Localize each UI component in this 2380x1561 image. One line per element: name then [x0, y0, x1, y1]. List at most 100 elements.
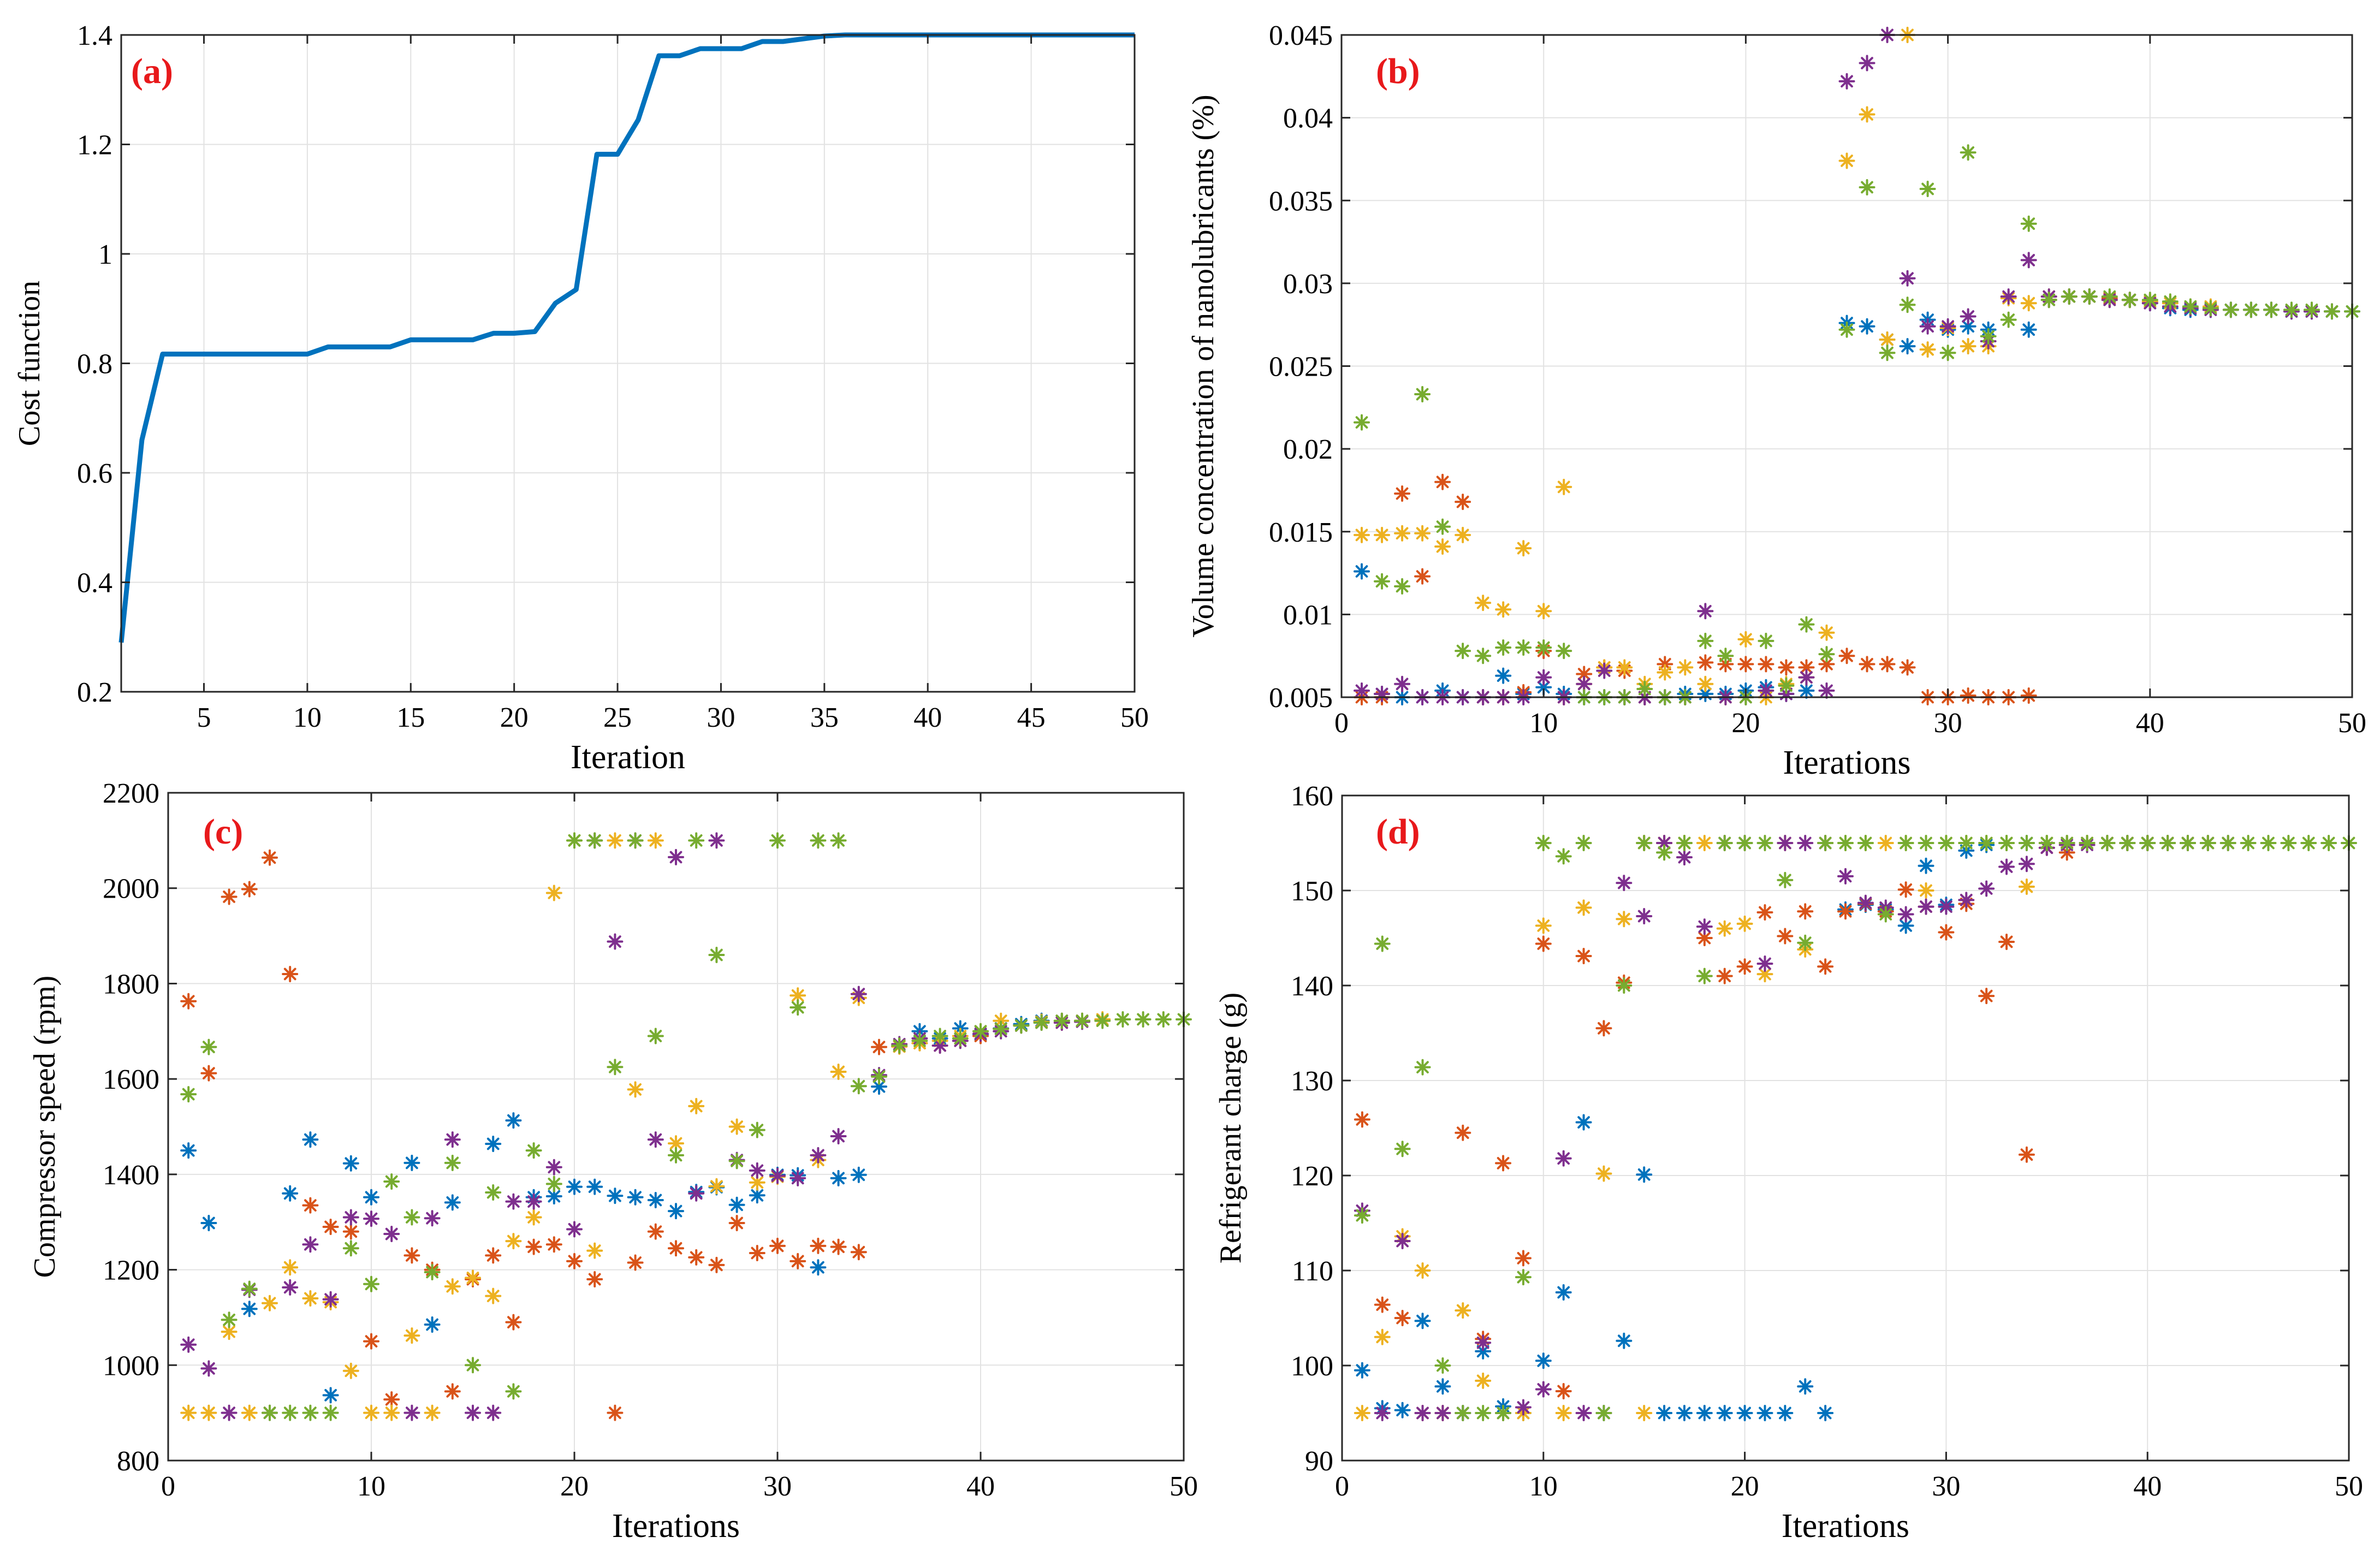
y-tick-label: 0.02: [1283, 434, 1333, 465]
point-green: [2079, 835, 2096, 851]
point-purple: [525, 1193, 542, 1210]
point-orange: [1515, 1250, 1532, 1267]
gridlines: [121, 35, 1135, 692]
point-orange: [1455, 1124, 1471, 1141]
point-green: [424, 1263, 441, 1280]
point-purple: [282, 1279, 299, 1296]
x-tick-label: 20: [500, 702, 529, 733]
y-tick-label: 1.2: [77, 130, 112, 161]
point-yellow: [1919, 341, 1936, 358]
y-tick-label: 0.8: [77, 349, 112, 380]
point-blue: [586, 1178, 603, 1195]
point-green: [2139, 835, 2156, 851]
point-blue: [647, 1192, 664, 1209]
point-yellow: [241, 1404, 258, 1421]
y-tick-label: 1800: [103, 969, 159, 1000]
point-green: [1555, 848, 1572, 865]
point-yellow: [383, 1404, 400, 1421]
point-blue: [1354, 563, 1370, 580]
point-green: [1135, 1011, 1152, 1028]
x-tick-label: 50: [2338, 708, 2366, 739]
point-green: [342, 1240, 359, 1257]
point-green: [2020, 215, 2037, 232]
point-orange: [647, 1223, 664, 1240]
point-green: [505, 1383, 522, 1400]
point-yellow: [342, 1362, 359, 1379]
point-green: [1838, 321, 1855, 338]
point-blue: [1859, 318, 1875, 335]
point-purple: [1797, 835, 1814, 851]
point-green: [1960, 144, 1977, 161]
y-tick-label: 110: [1292, 1256, 1333, 1287]
point-green: [2320, 835, 2337, 851]
point-purple: [403, 1404, 420, 1421]
point-yellow: [1475, 1372, 1492, 1389]
point-orange: [1414, 568, 1431, 585]
point-green: [2280, 835, 2297, 851]
point-purple: [668, 848, 684, 865]
x-tick-label: 40: [2136, 708, 2164, 739]
point-orange: [566, 1253, 583, 1269]
point-blue: [282, 1185, 299, 1202]
point-blue: [485, 1135, 502, 1152]
point-blue: [1495, 667, 1512, 684]
point-green: [302, 1404, 319, 1421]
y-axis-label: Volume concentration of nanolubricants (…: [1186, 94, 1220, 637]
y-tick-label: 1200: [103, 1255, 159, 1286]
gridlines: [1342, 35, 2352, 697]
point-blue: [1575, 1114, 1592, 1131]
point-orange: [383, 1391, 400, 1408]
y-tick-label: 1.4: [77, 20, 112, 51]
point-purple: [708, 832, 725, 849]
x-tick-label: 25: [603, 702, 632, 733]
point-green: [2240, 835, 2257, 851]
point-orange: [545, 1236, 562, 1253]
point-green: [1394, 578, 1411, 595]
y-tick-label: 130: [1291, 1066, 1333, 1097]
point-green: [1434, 1357, 1451, 1374]
point-green: [627, 832, 644, 849]
point-green: [1778, 677, 1795, 694]
point-purple: [1756, 955, 1773, 972]
point-green: [1797, 934, 1814, 951]
point-yellow: [465, 1269, 481, 1286]
point-green: [2099, 835, 2116, 851]
x-tick-label: 50: [2335, 1471, 2363, 1502]
y-tick-label: 120: [1291, 1161, 1333, 1192]
point-yellow: [1697, 675, 1714, 692]
point-orange: [627, 1254, 644, 1271]
point-orange: [1394, 485, 1411, 502]
point-green: [1877, 906, 1894, 923]
point-green: [200, 1038, 217, 1055]
y-tick-label: 1600: [103, 1064, 159, 1095]
point-green: [1013, 1017, 1030, 1034]
point-blue: [830, 1170, 847, 1186]
point-blue: [1736, 1405, 1753, 1421]
point-green: [1535, 639, 1552, 656]
point-yellow: [1434, 538, 1451, 555]
point-purple: [1555, 1150, 1572, 1167]
point-green: [993, 1020, 1010, 1037]
point-green: [1155, 1011, 1172, 1028]
point-green: [769, 832, 786, 849]
y-tick-label: 160: [1291, 781, 1333, 812]
point-orange: [322, 1218, 339, 1235]
y-tick-label: 1: [98, 239, 112, 270]
point-orange: [749, 1244, 765, 1261]
point-blue: [1555, 1284, 1572, 1301]
point-green: [1495, 1405, 1512, 1421]
point-green: [262, 1404, 278, 1421]
point-green: [2038, 835, 2055, 851]
point-yellow: [1394, 525, 1411, 542]
point-purple: [1596, 662, 1613, 679]
point-green: [1535, 835, 1552, 851]
point-green: [1696, 968, 1713, 984]
point-green: [1394, 1141, 1411, 1158]
point-blue: [1798, 682, 1815, 699]
y-tick-label: 0.005: [1269, 682, 1333, 714]
point-green: [180, 1086, 197, 1103]
point-purple: [1697, 603, 1714, 620]
x-axis-label: Iterations: [1783, 744, 1910, 781]
point-purple: [2018, 856, 2035, 873]
